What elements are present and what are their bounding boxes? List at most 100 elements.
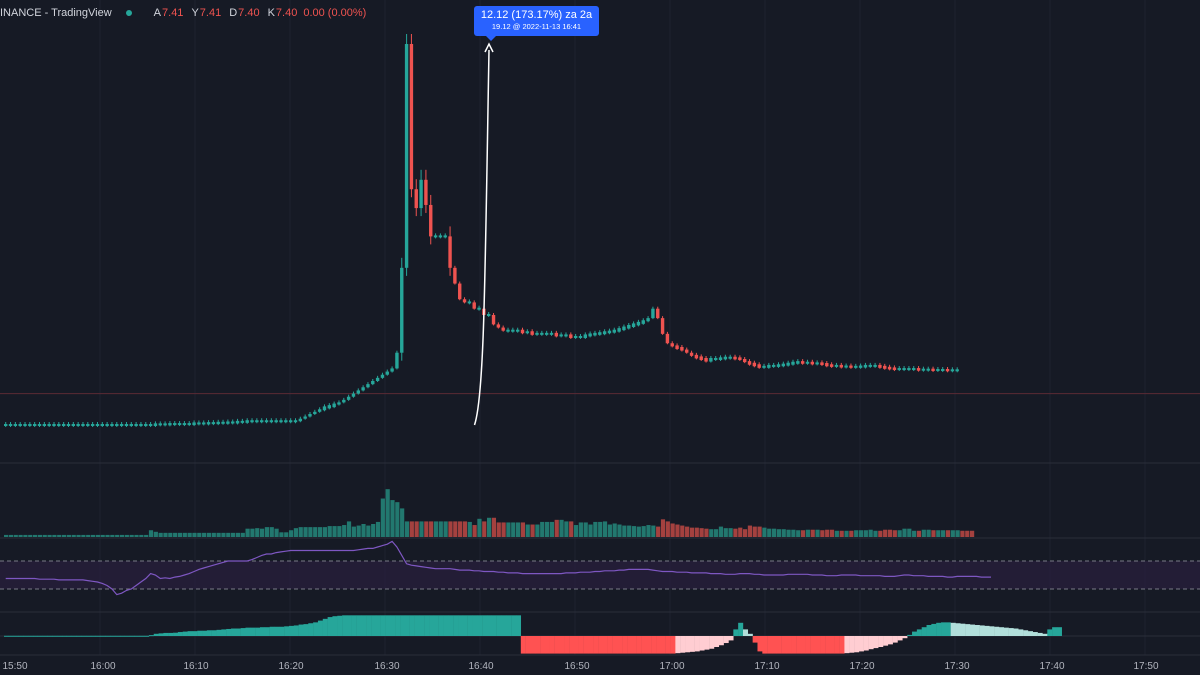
time-label: 16:50 bbox=[564, 661, 590, 672]
candle-body bbox=[612, 329, 616, 333]
macd-hist-bar bbox=[733, 629, 739, 636]
macd-hist-bar bbox=[723, 636, 729, 644]
volume-bar bbox=[738, 527, 743, 537]
candle-body bbox=[134, 424, 138, 426]
volume-bar bbox=[342, 525, 347, 537]
volume-bar bbox=[559, 519, 564, 537]
macd-hist-bar bbox=[805, 636, 811, 654]
candle-body bbox=[71, 424, 76, 426]
macd-hist-bar bbox=[4, 635, 10, 637]
macd-hist-bar bbox=[714, 636, 720, 647]
volume-bar bbox=[250, 528, 255, 537]
candle-body bbox=[936, 368, 940, 371]
macd-hist-bar bbox=[429, 615, 435, 636]
candle-body bbox=[825, 363, 829, 367]
candle-body bbox=[182, 423, 187, 426]
candle-body bbox=[496, 324, 501, 328]
macd-hist-bar bbox=[709, 636, 715, 649]
volume-bar bbox=[390, 500, 395, 537]
candle-body bbox=[202, 422, 206, 425]
macd-hist-bar bbox=[448, 615, 454, 636]
macd-hist-bar bbox=[549, 636, 555, 654]
candle-body bbox=[564, 334, 568, 337]
candle-body bbox=[680, 346, 684, 351]
candle-body bbox=[955, 369, 959, 372]
volume-bar bbox=[110, 534, 115, 537]
time-label: 16:20 bbox=[278, 661, 304, 672]
macd-hist-bar bbox=[1027, 631, 1033, 636]
macd-hist-bar bbox=[81, 635, 87, 637]
volume-bar bbox=[762, 527, 767, 537]
macd-hist-bar bbox=[144, 635, 150, 637]
macd-hist-bar bbox=[105, 635, 111, 637]
ohlc-change-value: 0.00 (0.00%) bbox=[303, 7, 367, 19]
candle-body bbox=[709, 357, 713, 362]
macd-hist-bar bbox=[139, 635, 145, 637]
macd-hist-bar bbox=[989, 626, 995, 636]
volume-bar bbox=[622, 525, 627, 537]
macd-hist-bar bbox=[477, 615, 483, 636]
macd-hist-bar bbox=[453, 615, 459, 636]
macd-hist-bar bbox=[685, 636, 691, 653]
macd-hist-bar bbox=[23, 635, 29, 637]
candle-body bbox=[66, 424, 71, 426]
macd-hist-bar bbox=[834, 636, 840, 654]
macd-hist-bar bbox=[337, 615, 343, 636]
candle-body bbox=[718, 357, 723, 360]
candle-body bbox=[631, 323, 636, 327]
volume-bar bbox=[144, 534, 149, 537]
volume-bar bbox=[366, 525, 371, 537]
candle-body bbox=[250, 420, 254, 423]
macd-hist-bar bbox=[820, 636, 826, 654]
macd-hist-bar bbox=[757, 636, 763, 652]
candle-body bbox=[8, 424, 13, 426]
volume-bar bbox=[429, 521, 434, 537]
candle-body bbox=[327, 405, 332, 409]
candle-body bbox=[757, 364, 761, 368]
volume-bar bbox=[501, 522, 506, 537]
candle-body bbox=[240, 420, 245, 423]
macd-hist-bar bbox=[520, 636, 526, 654]
macd-hist-bar bbox=[1056, 627, 1062, 636]
volume-bars bbox=[4, 489, 975, 537]
macd-hist-bar bbox=[525, 636, 531, 654]
macd-hist-bar bbox=[931, 623, 937, 636]
macd-hist-bar bbox=[192, 631, 198, 636]
candle-body bbox=[892, 367, 897, 371]
candle-body bbox=[544, 332, 549, 335]
chart-header: INANCE - TradingView A 7.41 Y 7.41 D 7.40 K… bbox=[0, 5, 366, 21]
candle-body bbox=[462, 299, 467, 303]
volume-bar bbox=[259, 528, 265, 537]
grid-lines bbox=[99, 0, 1146, 655]
volume-bar bbox=[419, 521, 424, 537]
macd-hist-bar bbox=[665, 636, 671, 654]
macd-hist-bar bbox=[284, 626, 290, 636]
volume-bar bbox=[921, 529, 926, 537]
candle-body bbox=[742, 358, 747, 363]
candle-body bbox=[554, 332, 559, 337]
volume-bar bbox=[298, 527, 303, 537]
macd-hist-bar bbox=[375, 615, 381, 636]
candle-body bbox=[419, 179, 423, 209]
candle-body bbox=[37, 424, 42, 426]
macd-hist-bar bbox=[47, 635, 53, 637]
macd-hist-bar bbox=[182, 631, 188, 636]
macd-hist-bar bbox=[346, 615, 352, 636]
candle-body bbox=[805, 361, 810, 364]
candles[interactable] bbox=[0, 34, 1200, 427]
candle-body bbox=[941, 368, 945, 371]
candle-body bbox=[887, 366, 892, 370]
macd-hist-bar bbox=[1032, 632, 1038, 636]
volume-bar bbox=[641, 526, 646, 537]
macd-hist-bar bbox=[400, 615, 406, 636]
macd-hist-bar bbox=[897, 636, 903, 641]
macd-hist-bar bbox=[42, 635, 48, 637]
candle-body bbox=[767, 364, 771, 368]
candle-body bbox=[573, 335, 578, 338]
candle-body bbox=[124, 424, 129, 426]
volume-bar bbox=[245, 528, 250, 537]
candle-body bbox=[636, 321, 641, 326]
macd-hist-bar bbox=[742, 629, 749, 636]
volume-bar bbox=[467, 521, 472, 537]
